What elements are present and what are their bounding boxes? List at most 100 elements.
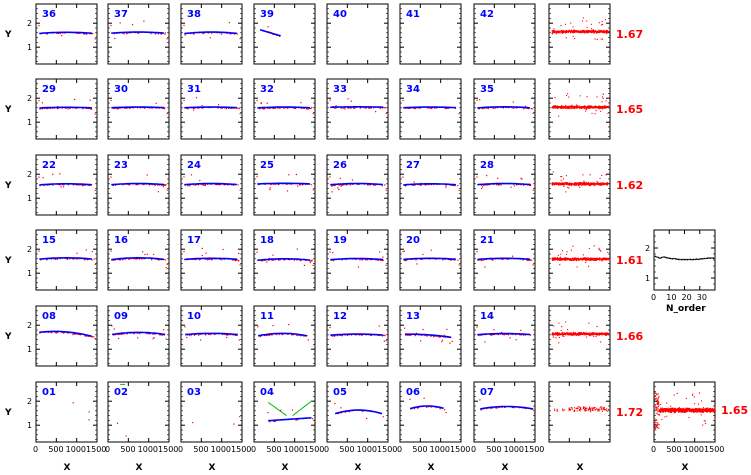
data-point bbox=[350, 100, 352, 102]
combined-point bbox=[581, 31, 583, 33]
data-point bbox=[211, 32, 213, 34]
combined-point bbox=[577, 259, 579, 261]
combined-point bbox=[578, 258, 580, 260]
row-combined-panel bbox=[548, 3, 611, 65]
order-panel-38 bbox=[180, 3, 243, 65]
combined-point bbox=[574, 31, 576, 33]
order-label-40: 40 bbox=[333, 9, 347, 20]
data-point bbox=[482, 259, 484, 261]
combined-point bbox=[601, 182, 603, 184]
y-tick-label: 1 bbox=[27, 118, 32, 127]
outlier-point bbox=[183, 24, 185, 27]
combined-point bbox=[580, 182, 582, 184]
data-point bbox=[434, 107, 436, 109]
row-summary-value: 1.67 bbox=[616, 28, 643, 41]
data-point bbox=[497, 177, 499, 179]
data-point bbox=[341, 335, 343, 337]
combined-point bbox=[597, 258, 599, 260]
combined-point bbox=[591, 112, 593, 114]
combined-point bbox=[608, 257, 610, 259]
outlier-point bbox=[238, 339, 240, 341]
data-point bbox=[155, 102, 157, 104]
data-point bbox=[442, 259, 444, 261]
combined-point bbox=[558, 184, 560, 186]
combined-point bbox=[606, 106, 608, 108]
combined-point bbox=[590, 184, 592, 186]
data-point bbox=[345, 184, 347, 186]
data-point bbox=[219, 258, 221, 260]
combined-point bbox=[559, 184, 561, 186]
combined-point bbox=[600, 38, 602, 40]
combined-point bbox=[567, 108, 569, 110]
combined-point bbox=[573, 30, 575, 32]
combined-point bbox=[573, 259, 575, 261]
combined-point bbox=[587, 107, 589, 109]
combined-point bbox=[606, 183, 608, 185]
combined-point bbox=[554, 32, 556, 34]
order-panel-10 bbox=[180, 305, 243, 367]
data-point bbox=[114, 184, 117, 186]
data-point bbox=[260, 102, 262, 104]
combined-point bbox=[569, 259, 571, 261]
data-point bbox=[498, 184, 500, 186]
combined-point bbox=[599, 259, 601, 261]
data-point bbox=[347, 107, 349, 109]
data-point bbox=[195, 97, 198, 99]
combined-point bbox=[585, 257, 587, 259]
combined-point bbox=[582, 183, 584, 185]
data-point bbox=[290, 183, 293, 185]
data-point bbox=[119, 259, 121, 261]
data-point bbox=[409, 334, 411, 336]
data-point bbox=[224, 184, 226, 186]
data-point bbox=[204, 334, 206, 336]
data-point bbox=[378, 325, 380, 327]
combined-point bbox=[556, 31, 558, 33]
combined-point bbox=[602, 106, 604, 108]
combined-point bbox=[576, 259, 578, 261]
combined-point bbox=[555, 33, 557, 35]
data-point bbox=[422, 328, 424, 331]
combined-point bbox=[571, 183, 573, 185]
data-point bbox=[278, 333, 280, 336]
combined-point bbox=[564, 31, 566, 33]
data-point bbox=[483, 184, 485, 186]
data-point bbox=[382, 259, 384, 261]
data-point bbox=[118, 107, 120, 109]
combined-point bbox=[584, 30, 586, 32]
data-point bbox=[222, 248, 224, 251]
row-summary-value: 1.65 bbox=[616, 103, 643, 116]
combined-point bbox=[605, 31, 607, 33]
combined-point bbox=[582, 30, 584, 32]
combined-point bbox=[585, 106, 587, 108]
combined-point bbox=[601, 174, 603, 176]
combined-point bbox=[554, 107, 556, 109]
combined-point bbox=[561, 258, 563, 260]
data-point bbox=[163, 108, 165, 110]
data-point bbox=[162, 186, 164, 188]
data-point bbox=[221, 259, 223, 261]
data-point bbox=[369, 107, 372, 109]
combined-point bbox=[576, 31, 578, 33]
data-point bbox=[69, 258, 71, 260]
combined-point bbox=[567, 106, 569, 108]
data-point bbox=[164, 107, 166, 109]
data-point bbox=[72, 334, 74, 336]
order-panel-16 bbox=[107, 229, 170, 291]
combined-point bbox=[588, 32, 590, 34]
combined-point bbox=[581, 182, 583, 184]
data-point bbox=[56, 258, 58, 260]
combined-point bbox=[554, 183, 556, 185]
combined-point bbox=[584, 31, 586, 33]
data-point bbox=[340, 185, 342, 187]
combined-point bbox=[598, 184, 600, 186]
data-point bbox=[484, 266, 486, 268]
data-point bbox=[199, 179, 201, 182]
data-point bbox=[73, 258, 75, 260]
combined-point bbox=[602, 258, 604, 260]
outlier-point bbox=[183, 251, 185, 253]
combined-point bbox=[570, 29, 572, 31]
outlier-point bbox=[312, 113, 314, 115]
data-point bbox=[512, 101, 514, 103]
combined-point bbox=[569, 105, 571, 107]
row-summary-value: 1.61 bbox=[616, 254, 643, 267]
